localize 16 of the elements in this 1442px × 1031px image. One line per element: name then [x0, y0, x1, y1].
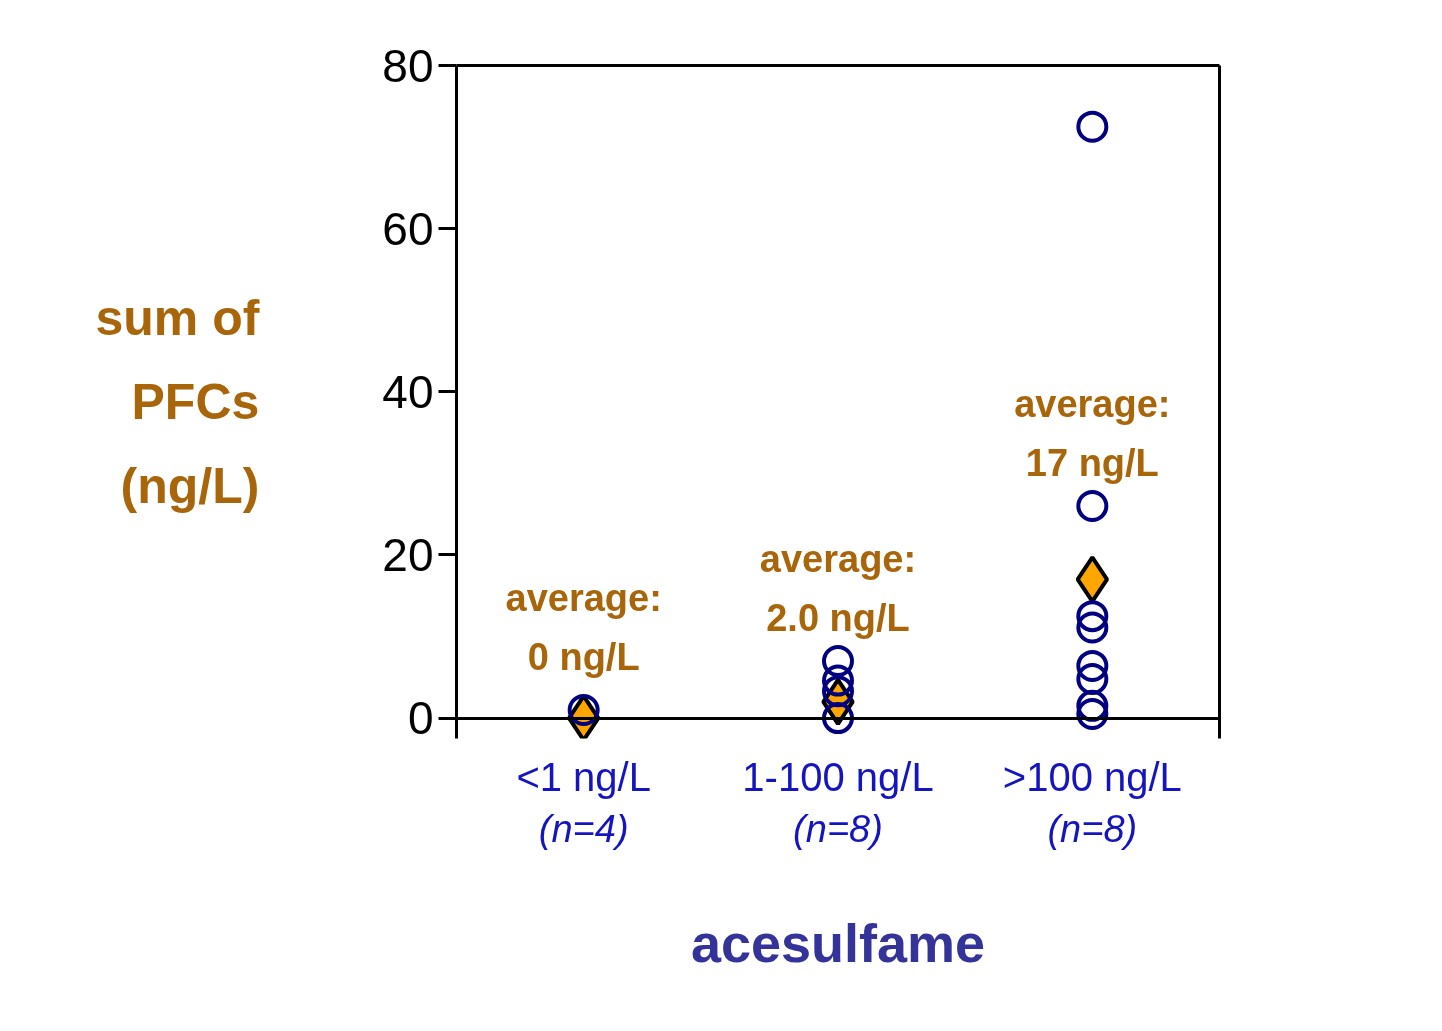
y-tick-label: 0: [407, 692, 434, 745]
annotation: average: 17 ng/L: [1014, 383, 1171, 485]
annotation: average: 0 ng/L: [505, 577, 662, 679]
y-axis-title: sum of PFCs (ng/L): [95, 290, 260, 514]
y-tick-label: 20: [382, 528, 434, 581]
x-tick-label: <1 ng/L: [516, 754, 651, 799]
x-tick-label: >100 ng/L: [1002, 754, 1182, 799]
x-axis-title: acesulfame: [690, 912, 986, 973]
x-tick-label: 1-100 ng/L: [742, 754, 934, 799]
y-tick-label: 60: [382, 202, 434, 255]
y-tick-label: 40: [382, 365, 434, 418]
text: (n=8): [1047, 807, 1138, 850]
text: (n=4): [538, 807, 629, 850]
y-tick-label: 80: [382, 39, 434, 92]
annotation: average: 2.0 ng/L: [759, 538, 917, 639]
text: (n=8): [793, 807, 883, 850]
